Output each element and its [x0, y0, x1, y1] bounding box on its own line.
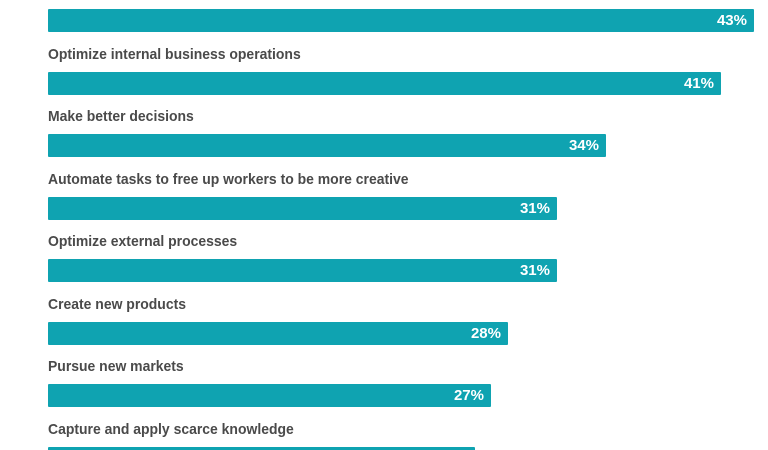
bar-value-label: 28% — [470, 324, 501, 342]
category-label: Create new products — [48, 295, 186, 313]
category-label: Automate tasks to free up workers to be … — [48, 170, 409, 188]
bar: 31% — [48, 259, 557, 282]
bar: 31% — [48, 196, 557, 220]
bar: 27% — [48, 384, 491, 407]
category-label: Pursue new markets — [48, 358, 184, 375]
bar-value-label: 41% — [683, 74, 714, 92]
bar-value-label: 27% — [453, 387, 484, 404]
bar: 43% — [48, 9, 754, 32]
bar: 34% — [48, 134, 606, 157]
category-label: Optimize internal business operations — [48, 45, 301, 63]
category-label: Capture and apply scarce knowledge — [48, 420, 294, 438]
bar-value-label: 31% — [519, 199, 550, 217]
category-label: Optimize external processes — [48, 233, 238, 250]
bar-value-label: 31% — [519, 262, 550, 279]
bar: 28% — [48, 321, 508, 345]
bar-value-label: 43% — [716, 12, 747, 29]
bar: 41% — [48, 71, 721, 95]
bar-value-label: 34% — [568, 137, 599, 154]
category-label: Make better decisions — [48, 108, 194, 125]
bar — [48, 446, 475, 450]
